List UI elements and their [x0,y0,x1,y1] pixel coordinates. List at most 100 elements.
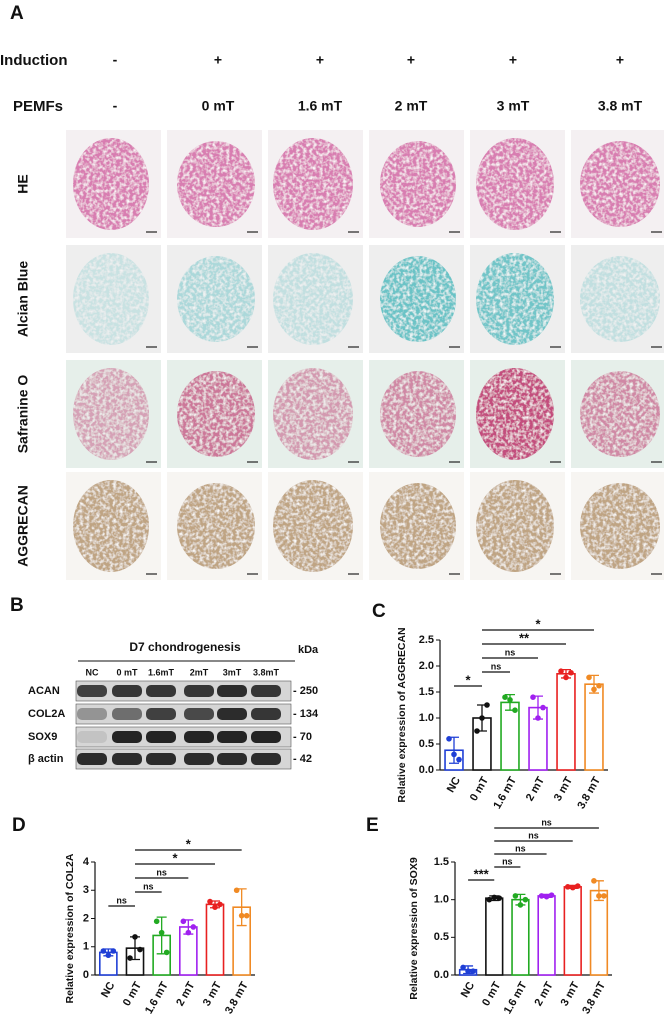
data-point [207,898,213,905]
data-point [591,686,597,693]
stain-label: AGGRECAN [15,485,31,567]
bar [563,886,582,976]
data-point [548,892,555,898]
row-header: Induction [0,52,68,69]
bar [537,895,556,976]
y-tick-label: 0.0 [419,764,434,776]
blot-band [146,731,176,743]
x-tick-label: 2 mT [524,775,547,803]
y-tick-label: 0 [83,969,89,981]
condition-label: + [316,52,324,68]
data-point [512,893,519,899]
stain-label: HE [15,174,31,193]
tissue-section [73,480,149,572]
significance-label: ns [116,895,127,905]
blot-band [217,685,247,697]
blot-band [112,753,142,765]
marker-label: - 134 [293,708,319,720]
data-point [540,704,546,711]
protein-label: SOX9 [28,731,57,743]
blot-band [146,708,176,720]
y-tick-label: 1.5 [434,856,449,868]
significance-label: ns [502,856,513,866]
data-point [538,893,545,899]
panel-letter: A [10,3,24,24]
significance-label: * [172,850,178,865]
condition-label: + [407,52,415,68]
significance-label: * [465,672,471,687]
data-point [132,934,138,940]
panel-letter: B [10,595,24,616]
significance-label: ns [515,843,526,853]
data-point [496,895,503,901]
blot-band [217,731,247,743]
x-tick-label: 1.6 mT [143,980,171,1016]
significance-label: ns [156,867,167,877]
condition-label: 2 mT [395,98,428,114]
data-point [507,697,513,703]
data-point [586,674,592,681]
tissue-section [580,256,660,342]
tissue-section [580,141,660,227]
data-point [502,694,508,700]
data-point [158,929,165,936]
data-point [238,912,245,919]
y-axis-label: Relative expression of SOX9 [408,857,420,1000]
x-tick-label: 3 mT [559,980,582,1008]
data-point [163,949,170,956]
data-point [110,948,117,954]
y-tick-label: 1.0 [419,712,434,724]
lane-label: 3.8mT [253,667,280,677]
x-tick-label: 3.8 mT [223,980,251,1016]
data-point [491,894,498,901]
tissue-section [177,371,255,457]
blot-band [184,708,214,720]
condition-label: + [616,52,624,68]
data-point [446,736,452,742]
tissue-section [380,483,456,569]
data-point [479,715,485,721]
data-point [517,902,524,908]
tissue-section [580,371,660,457]
marker-label: - 250 [293,685,318,697]
condition-label: - [113,98,118,114]
marker-label: - 70 [293,731,312,743]
significance-label: ns [143,881,154,891]
tissue-section [273,368,353,460]
blot-band [77,731,107,743]
data-point [568,669,574,676]
y-tick-label: 2.5 [419,634,434,646]
lane-label: NC [86,667,99,677]
data-point [558,668,564,674]
blot-band [184,685,214,697]
x-tick-label: 3 mT [552,775,575,803]
x-tick-label: 2 mT [532,980,555,1008]
panel-letter: C [372,601,386,622]
y-tick-label: 1 [83,941,89,953]
tissue-section [476,368,554,460]
data-point [543,893,550,900]
y-tick-label: 2.0 [419,660,434,672]
bar [589,889,609,976]
panel-letter: D [12,815,26,836]
protein-label: COL2A [28,708,65,720]
data-point [474,728,480,734]
condition-label: + [214,52,222,68]
tissue-section [73,253,149,345]
protein-label: ACAN [28,685,60,697]
blot-band [184,753,214,765]
blot-band [146,685,176,697]
data-point [522,896,529,903]
blot-band [217,753,247,765]
y-axis-label: Relative expression of AGGRECAN [396,627,408,802]
condition-label: 3.8 mT [598,98,643,114]
y-axis-label: Relative expression of COL2A [64,853,76,1003]
data-point [100,948,107,954]
data-point [212,904,218,910]
tissue-section [73,138,149,230]
bar [511,898,530,976]
tissue-section [177,141,255,227]
blot-band [184,731,214,743]
blot-band [77,753,107,765]
